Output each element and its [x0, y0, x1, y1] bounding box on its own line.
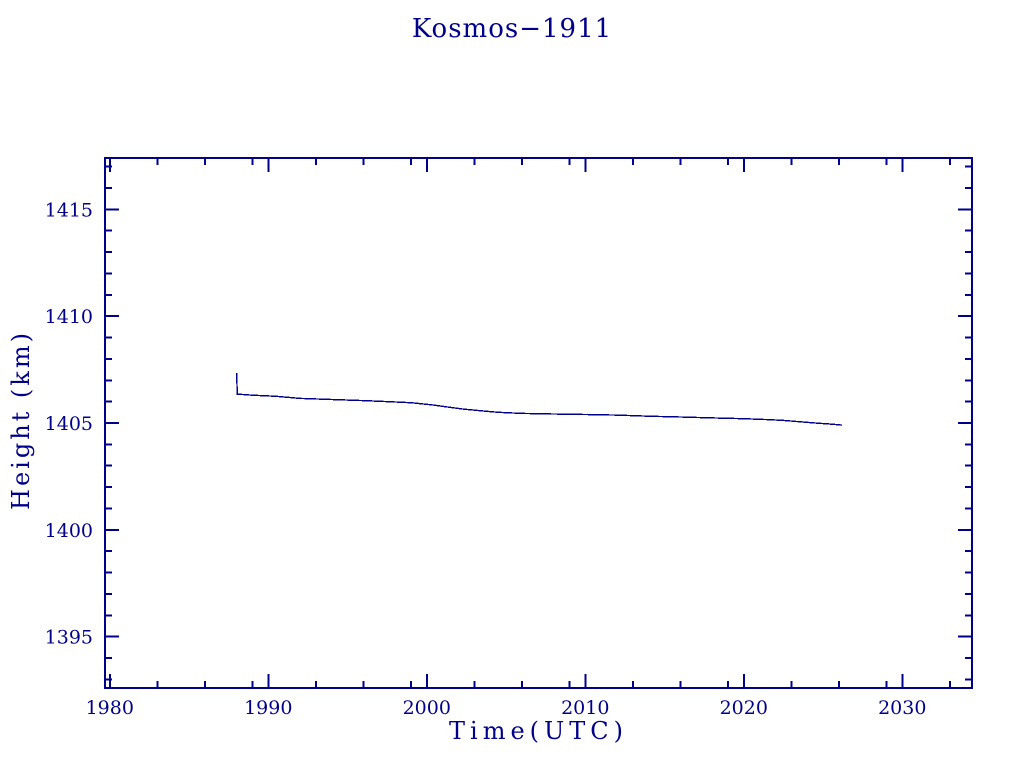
y-ticks — [105, 165, 972, 681]
y-tick-label: 1405 — [45, 413, 93, 435]
x-tick-label: 2000 — [403, 697, 451, 719]
x-ticks — [108, 158, 951, 688]
x-tick-label: 1980 — [86, 697, 134, 719]
chart-title: Kosmos−1911 — [411, 14, 613, 44]
y-tick-label: 1395 — [45, 627, 93, 649]
x-tick-label: 2030 — [878, 697, 926, 719]
y-tick-label: 1410 — [45, 306, 93, 328]
x-tick-label: 2010 — [561, 697, 609, 719]
x-tick-label: 1990 — [244, 697, 292, 719]
x-tick-label: 2020 — [720, 697, 768, 719]
data-line — [235, 372, 843, 426]
axis-frame — [104, 157, 973, 689]
y-tick-label: 1400 — [45, 520, 93, 542]
y-tick-labels: 1395 1400 1405 1410 1415 — [45, 199, 93, 648]
y-tick-label: 1415 — [45, 199, 93, 221]
plot-frame — [104, 157, 973, 689]
series-height-km — [235, 372, 843, 426]
x-tick-labels: 1980 1990 2000 2010 2020 2030 — [86, 697, 927, 719]
x-axis-label: Time(UTC) — [449, 717, 628, 745]
